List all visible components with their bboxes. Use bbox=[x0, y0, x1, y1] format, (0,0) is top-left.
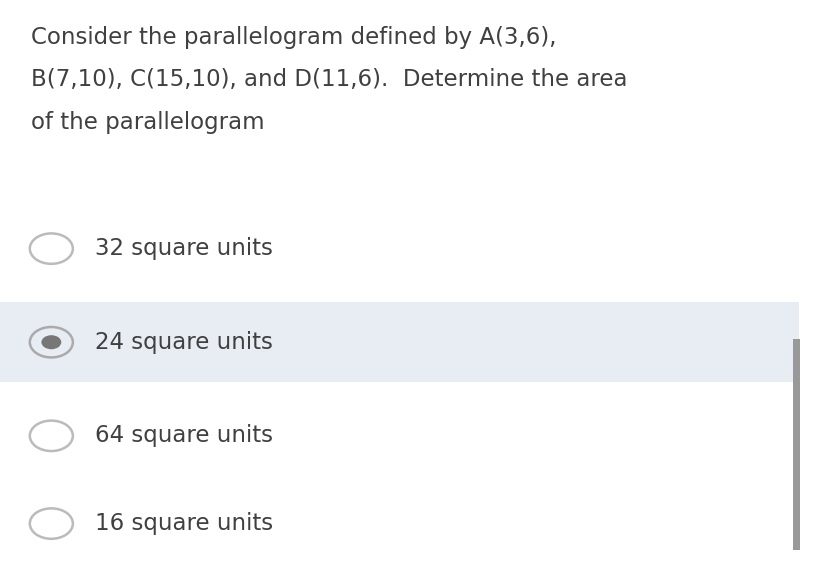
Text: 24 square units: 24 square units bbox=[95, 331, 273, 354]
Text: of the parallelogram: of the parallelogram bbox=[31, 111, 265, 133]
FancyBboxPatch shape bbox=[0, 302, 798, 382]
Text: Consider the parallelogram defined by A(3,6),: Consider the parallelogram defined by A(… bbox=[31, 26, 557, 49]
FancyBboxPatch shape bbox=[792, 339, 799, 550]
Text: 32 square units: 32 square units bbox=[95, 237, 273, 260]
Text: B(7,10), C(15,10), and D(11,6).  Determine the area: B(7,10), C(15,10), and D(11,6). Determin… bbox=[31, 68, 627, 91]
Text: 64 square units: 64 square units bbox=[95, 424, 273, 448]
Circle shape bbox=[41, 335, 61, 349]
Text: 16 square units: 16 square units bbox=[95, 512, 273, 535]
